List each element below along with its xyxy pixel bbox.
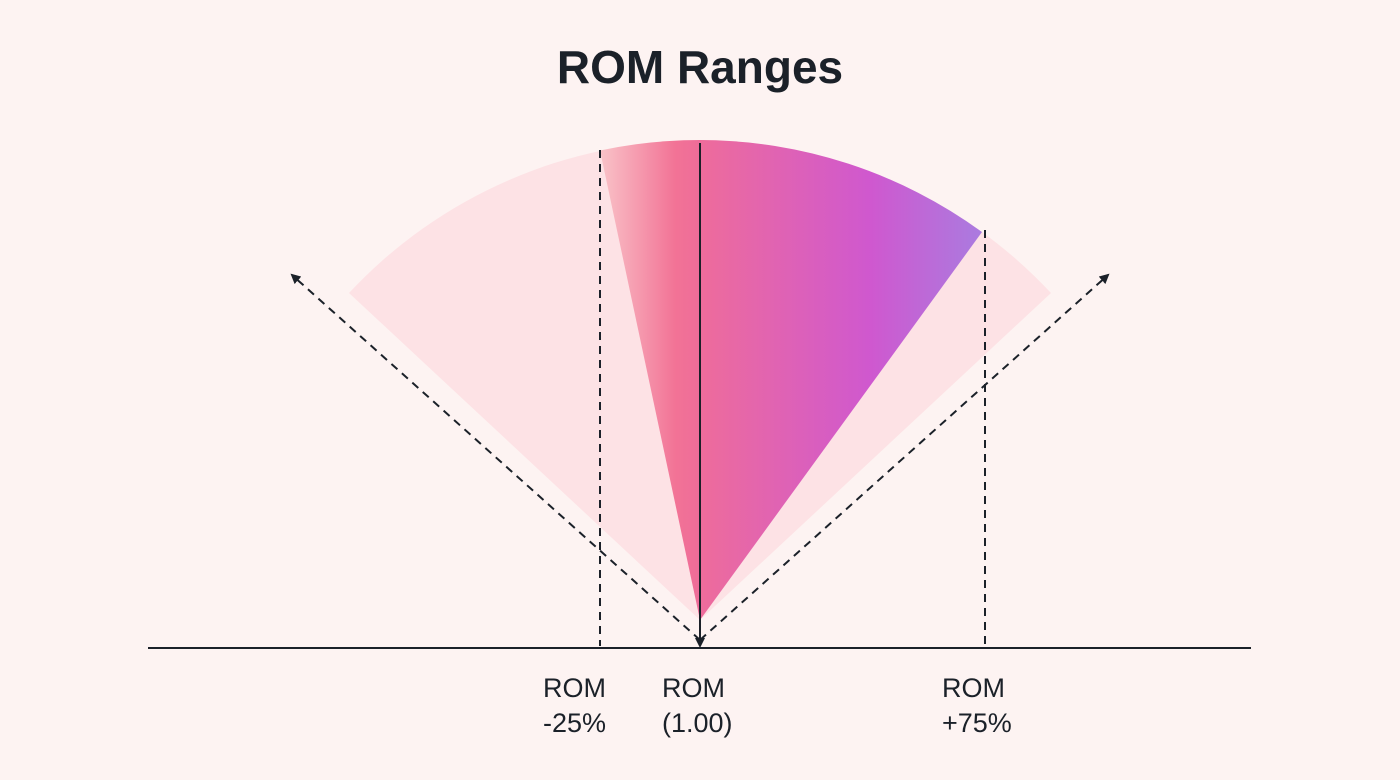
label-line: ROM (942, 673, 1005, 703)
title: ROM Ranges (557, 41, 843, 93)
left-limit-arrow (290, 273, 701, 641)
label-line: +75% (942, 708, 1012, 738)
label-line: ROM (543, 673, 606, 703)
label-line: ROM (662, 673, 725, 703)
plus-range-wedge (700, 140, 982, 620)
minus-range-wedge (600, 139, 700, 620)
label-line: -25% (543, 708, 606, 738)
right-limit-arrow (699, 273, 1110, 641)
label-line: (1.00) (662, 708, 733, 738)
